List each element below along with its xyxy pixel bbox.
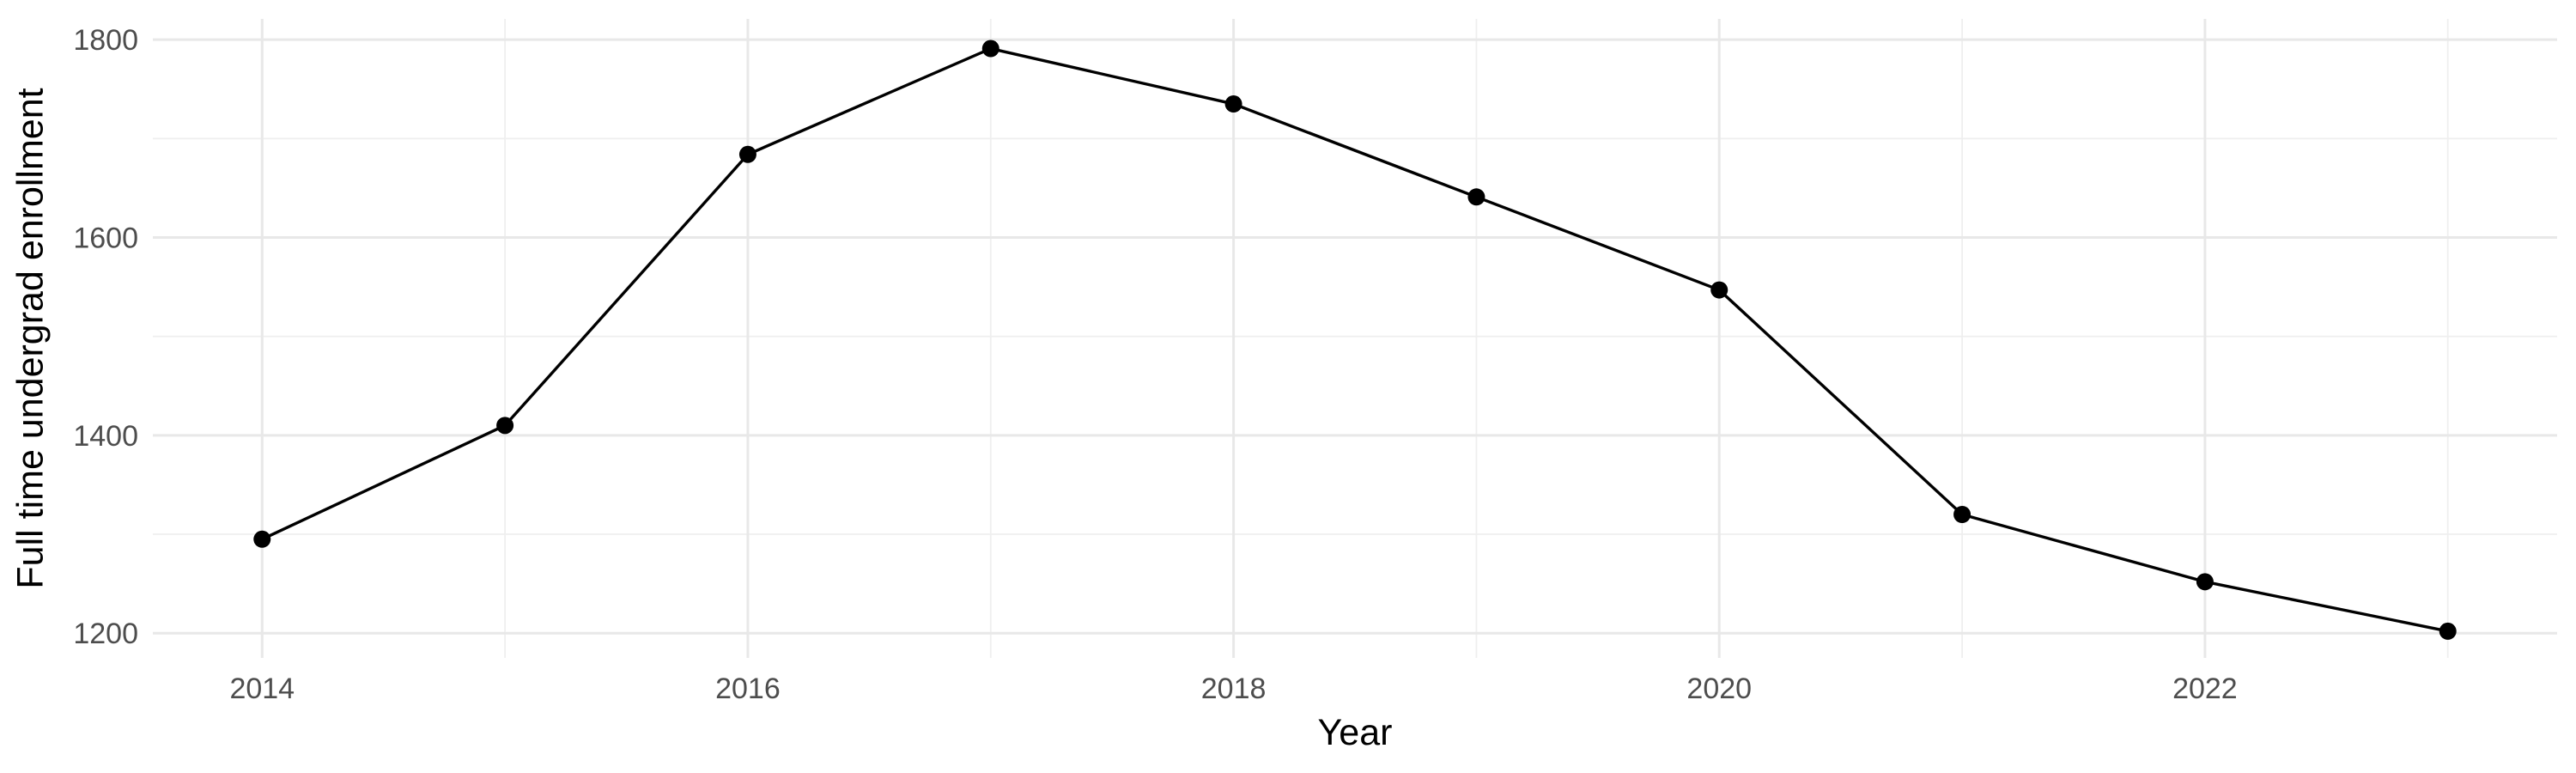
data-point — [496, 417, 514, 435]
data-point — [2439, 622, 2457, 640]
data-point — [981, 40, 999, 58]
data-point — [1953, 506, 1971, 524]
x-axis-title: Year — [1317, 712, 1393, 753]
data-point — [2196, 573, 2214, 591]
y-tick-label: 1600 — [73, 222, 138, 255]
data-point — [253, 530, 271, 548]
data-point — [1467, 188, 1485, 206]
x-tick-label: 2018 — [1201, 673, 1267, 705]
data-point — [738, 145, 756, 163]
y-tick-label: 1400 — [73, 420, 138, 453]
y-tick-label: 1200 — [73, 618, 138, 650]
x-tick-label: 2020 — [1686, 673, 1752, 705]
x-tick-label: 2014 — [229, 673, 295, 705]
data-point — [1710, 281, 1728, 299]
y-tick-label: 1800 — [73, 24, 138, 57]
x-tick-label: 2016 — [715, 673, 781, 705]
data-point — [1224, 95, 1242, 113]
x-tick-label: 2022 — [2172, 673, 2238, 705]
data-line — [261, 46, 2449, 633]
y-axis-title: Full time undergrad enrollment — [9, 88, 52, 589]
